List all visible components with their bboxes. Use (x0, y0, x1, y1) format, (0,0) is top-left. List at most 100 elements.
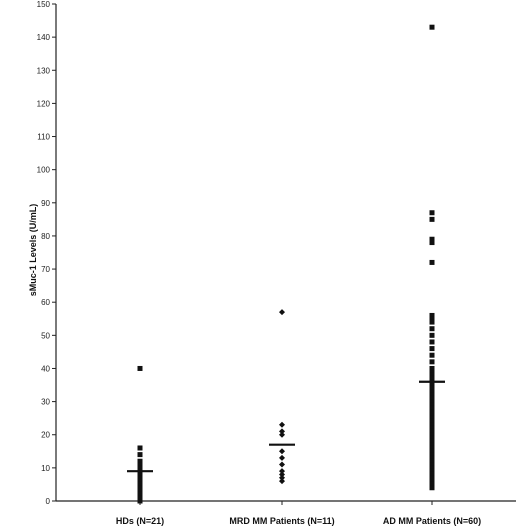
data-point (429, 432, 435, 438)
y-tick-label: 70 (41, 265, 50, 274)
data-point (429, 392, 435, 398)
data-point (429, 455, 435, 461)
x-tick-label: HDs (N=21) (116, 516, 164, 526)
data-point (279, 468, 285, 475)
data-point (429, 326, 435, 332)
data-point (279, 431, 285, 438)
data-point (429, 422, 435, 428)
y-tick-label: 60 (41, 298, 50, 307)
y-tick-label: 80 (41, 232, 50, 241)
data-point (429, 409, 435, 415)
data-point (137, 478, 143, 484)
data-point (429, 319, 435, 325)
data-point (429, 389, 435, 395)
data-point (137, 462, 143, 468)
data-point (429, 468, 435, 474)
data-point (429, 259, 435, 265)
data-point (429, 412, 435, 418)
data-point (429, 236, 435, 242)
y-tick-label: 100 (37, 166, 51, 175)
data-point (279, 421, 285, 428)
y-tick-label: 130 (37, 66, 51, 75)
data-point (429, 332, 435, 338)
data-point (137, 458, 143, 464)
data-point (429, 438, 435, 444)
data-point (429, 24, 435, 30)
data-point (279, 448, 285, 455)
data-point (429, 485, 435, 491)
x-tick-label: AD MM Patients (N=60) (383, 516, 481, 526)
data-point (429, 445, 435, 451)
mean-lines (127, 380, 445, 473)
data-point (137, 452, 143, 458)
data-point (429, 346, 435, 352)
data-point (279, 471, 285, 478)
data-point (429, 462, 435, 468)
data-point (429, 435, 435, 441)
data-point (429, 442, 435, 448)
data-point (429, 375, 435, 381)
data-point (137, 495, 143, 501)
data-point (429, 210, 435, 216)
y-tick-label: 40 (41, 364, 50, 373)
data-point (429, 385, 435, 391)
data-point (137, 488, 143, 494)
data-point (429, 405, 435, 411)
data-point (429, 399, 435, 405)
data-point (429, 216, 435, 222)
data-point (279, 474, 285, 481)
data-point (137, 365, 143, 371)
y-tick-label: 110 (37, 133, 50, 142)
data-point (429, 478, 435, 484)
data-point (279, 309, 285, 316)
data-point (429, 481, 435, 487)
y-tick-label: 20 (41, 431, 50, 440)
data-point (429, 312, 435, 318)
data-point (429, 372, 435, 378)
x-tick-label: MRD MM Patients (N=11) (229, 516, 334, 526)
data-point (429, 382, 435, 388)
data-point (279, 454, 285, 461)
data-point (137, 471, 143, 477)
data-point (429, 425, 435, 431)
data-point (137, 485, 143, 491)
data-point (429, 475, 435, 481)
data-point (429, 369, 435, 375)
y-tick-label: 120 (37, 99, 51, 108)
data-point (429, 316, 435, 322)
data-point (429, 352, 435, 358)
data-point (429, 339, 435, 345)
y-tick-label: 150 (37, 0, 51, 9)
data-point (279, 478, 285, 485)
data-point (279, 428, 285, 435)
x-axis: HDs (N=21) MRD MM Patients (N=11) AD MM Pa… (56, 500, 516, 526)
data-point (137, 445, 143, 451)
data-points (137, 24, 435, 504)
data-point (137, 491, 143, 497)
y-tick-label: 10 (41, 464, 50, 473)
data-point (429, 465, 435, 471)
data-point (137, 465, 143, 471)
data-point (137, 475, 143, 481)
data-point (429, 402, 435, 408)
data-point (137, 481, 143, 487)
data-point (137, 498, 143, 504)
data-point (429, 418, 435, 424)
data-point (429, 458, 435, 464)
y-axis-title: sMuc-1 Levels (U/mL) (28, 204, 38, 297)
data-point (429, 448, 435, 454)
y-tick-label: 30 (41, 398, 50, 407)
data-point (429, 240, 435, 246)
data-point (429, 395, 435, 401)
data-point (429, 452, 435, 458)
data-point (429, 365, 435, 371)
data-point (429, 359, 435, 365)
y-axis: 0 10 20 30 40 50 60 70 80 90 100 110 120 130 140 150 (37, 0, 57, 506)
data-point (279, 461, 285, 468)
data-point (429, 428, 435, 434)
y-tick-label: 50 (41, 331, 50, 340)
data-point (429, 415, 435, 421)
y-tick-label: 90 (41, 199, 50, 208)
y-tick-label: 0 (46, 497, 51, 506)
